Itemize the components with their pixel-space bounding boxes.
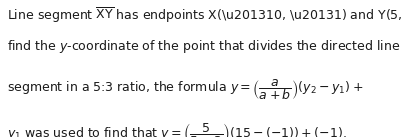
Text: Line segment $\mathregular{\overline{XY}}$ has endpoints X(\u201310, \u20131) an: Line segment $\mathregular{\overline{XY}… — [7, 6, 407, 25]
Text: $y_1$ was used to find that $y = \left(\dfrac{5}{5 + 3}\right)(15 - (-1)) + (-1): $y_1$ was used to find that $y = \left(\… — [7, 121, 347, 137]
Text: segment in a 5:3 ratio, the formula $y = \left(\dfrac{a}{a + b}\right)(y_2 - y_1: segment in a 5:3 ratio, the formula $y =… — [7, 77, 363, 102]
Text: find the $y$-coordinate of the point that divides the directed line: find the $y$-coordinate of the point tha… — [7, 38, 400, 55]
